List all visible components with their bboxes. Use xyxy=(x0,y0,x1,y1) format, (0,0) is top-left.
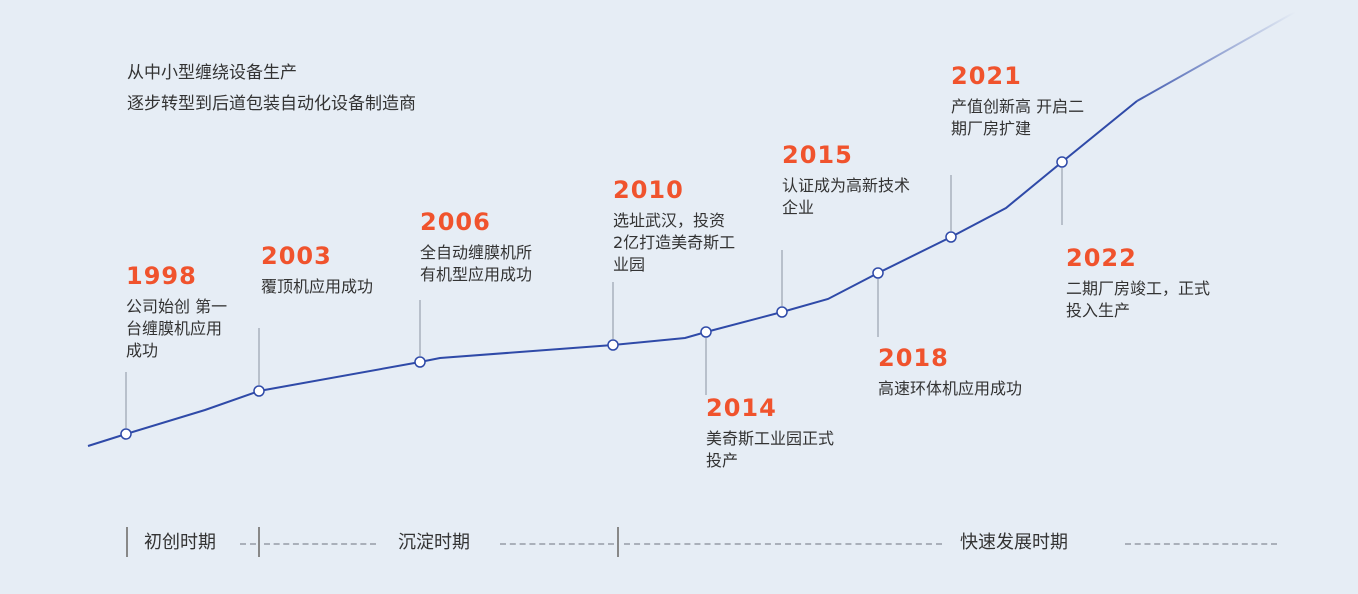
milestone-desc: 美奇斯工业园正式 投产 xyxy=(706,429,835,470)
milestone-desc: 全自动缠膜机所 有机型应用成功 xyxy=(420,243,533,284)
milestone-year: 2006 xyxy=(420,208,491,236)
growth-line xyxy=(87,100,1138,447)
milestone-dot xyxy=(872,267,884,279)
milestone-2018: 2018 高速环体机应用成功 xyxy=(878,344,1022,400)
intro-text: 从中小型缠绕设备生产 逐步转型到后道包装自动化设备制造商 xyxy=(127,58,416,120)
phase-dash xyxy=(1125,543,1277,545)
milestone-year: 1998 xyxy=(126,262,197,290)
milestone-2022: 2022 二期厂房竣工，正式 投入生产 xyxy=(1066,244,1210,322)
intro-line-2: 逐步转型到后道包装自动化设备制造商 xyxy=(127,94,416,114)
milestone-dot xyxy=(700,326,712,338)
intro-line-1: 从中小型缠绕设备生产 xyxy=(127,63,297,83)
milestone-year: 2021 xyxy=(951,62,1022,90)
milestone-desc: 认证成为高新技术 企业 xyxy=(782,176,911,217)
milestone-2014: 2014 美奇斯工业园正式 投产 xyxy=(706,394,834,472)
milestone-year: 2022 xyxy=(1066,244,1137,272)
milestone-dot xyxy=(776,306,788,318)
phase-dash xyxy=(264,543,376,545)
milestone-year: 2015 xyxy=(782,141,853,169)
milestone-desc: 选址武汉，投资 2亿打造美奇斯工 业园 xyxy=(613,211,736,274)
milestone-dot xyxy=(607,339,619,351)
milestone-2010: 2010 选址武汉，投资 2亿打造美奇斯工 业园 xyxy=(613,176,735,276)
milestone-dot xyxy=(253,385,265,397)
milestone-2003: 2003 覆顶机应用成功 xyxy=(261,242,373,298)
milestone-dot xyxy=(1056,156,1068,168)
milestone-desc: 覆顶机应用成功 xyxy=(261,277,374,296)
phase-dash xyxy=(240,543,256,545)
milestone-dot xyxy=(120,428,132,440)
phase-dash xyxy=(500,543,614,545)
milestone-2006: 2006 全自动缠膜机所 有机型应用成功 xyxy=(420,208,532,286)
growth-line-fade xyxy=(1136,11,1296,102)
phase-label: 沉淀时期 xyxy=(398,532,470,553)
phase-tick xyxy=(617,527,619,557)
milestone-desc: 公司始创 第一 台缠膜机应用 成功 xyxy=(126,297,228,360)
milestone-desc: 产值创新高 开启二 期厂房扩建 xyxy=(951,97,1085,138)
milestone-desc: 二期厂房竣工，正式 投入生产 xyxy=(1066,279,1211,320)
milestone-desc: 高速环体机应用成功 xyxy=(878,379,1023,398)
phase-dash xyxy=(624,543,942,545)
milestone-year: 2003 xyxy=(261,242,332,270)
milestone-year: 2010 xyxy=(613,176,684,204)
milestone-2015: 2015 认证成为高新技术 企业 xyxy=(782,141,910,219)
milestone-2021: 2021 产值创新高 开启二 期厂房扩建 xyxy=(951,62,1084,140)
milestone-year: 2014 xyxy=(706,394,777,422)
phase-label: 快速发展时期 xyxy=(960,532,1068,553)
milestone-dot xyxy=(945,231,957,243)
milestone-year: 2018 xyxy=(878,344,949,372)
phase-tick xyxy=(258,527,260,557)
milestone-1998: 1998 公司始创 第一 台缠膜机应用 成功 xyxy=(126,262,227,362)
milestone-dot xyxy=(414,356,426,368)
phase-label: 初创时期 xyxy=(144,532,216,553)
phase-tick xyxy=(126,527,128,557)
